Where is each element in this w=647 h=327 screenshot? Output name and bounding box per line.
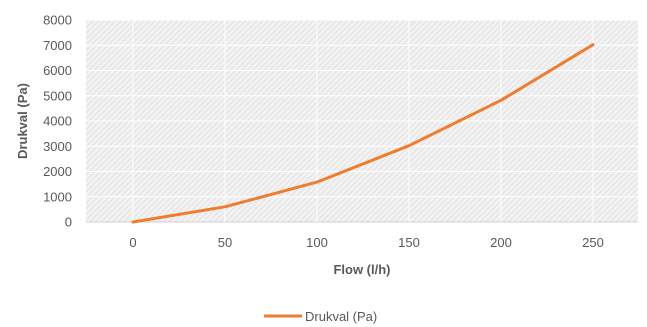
y-tick-label: 6000 bbox=[43, 63, 72, 78]
y-gridlines bbox=[86, 19, 638, 223]
x-tick-label: 100 bbox=[306, 235, 328, 250]
x-tick-label: 200 bbox=[490, 235, 512, 250]
y-tick-label: 4000 bbox=[43, 114, 72, 129]
legend-label: Drukval (Pa) bbox=[305, 309, 377, 324]
series-line bbox=[131, 43, 595, 224]
y-tick-label: 2000 bbox=[43, 164, 72, 179]
x-tick-label: 0 bbox=[129, 235, 136, 250]
y-tick-label: 0 bbox=[65, 215, 72, 230]
x-axis-title: Flow (l/h) bbox=[333, 262, 390, 277]
x-gridlines bbox=[132, 20, 594, 222]
x-axis-tick-labels: 0 50 100 150 200 250 bbox=[129, 235, 603, 250]
y-tick-label: 3000 bbox=[43, 139, 72, 154]
y-axis-title: Drukval (Pa) bbox=[15, 83, 30, 159]
y-tick-label: 7000 bbox=[43, 38, 72, 53]
series-layer bbox=[131, 43, 595, 224]
x-tick-label: 250 bbox=[582, 235, 604, 250]
y-tick-label: 5000 bbox=[43, 88, 72, 103]
legend: Drukval (Pa) bbox=[264, 309, 377, 324]
y-tick-label: 8000 bbox=[43, 13, 72, 28]
y-tick-label: 1000 bbox=[43, 189, 72, 204]
y-axis-tick-labels: 0 1000 2000 3000 4000 5000 6000 7000 8000 bbox=[43, 13, 72, 230]
x-tick-label: 150 bbox=[398, 235, 420, 250]
x-tick-label: 50 bbox=[218, 235, 232, 250]
